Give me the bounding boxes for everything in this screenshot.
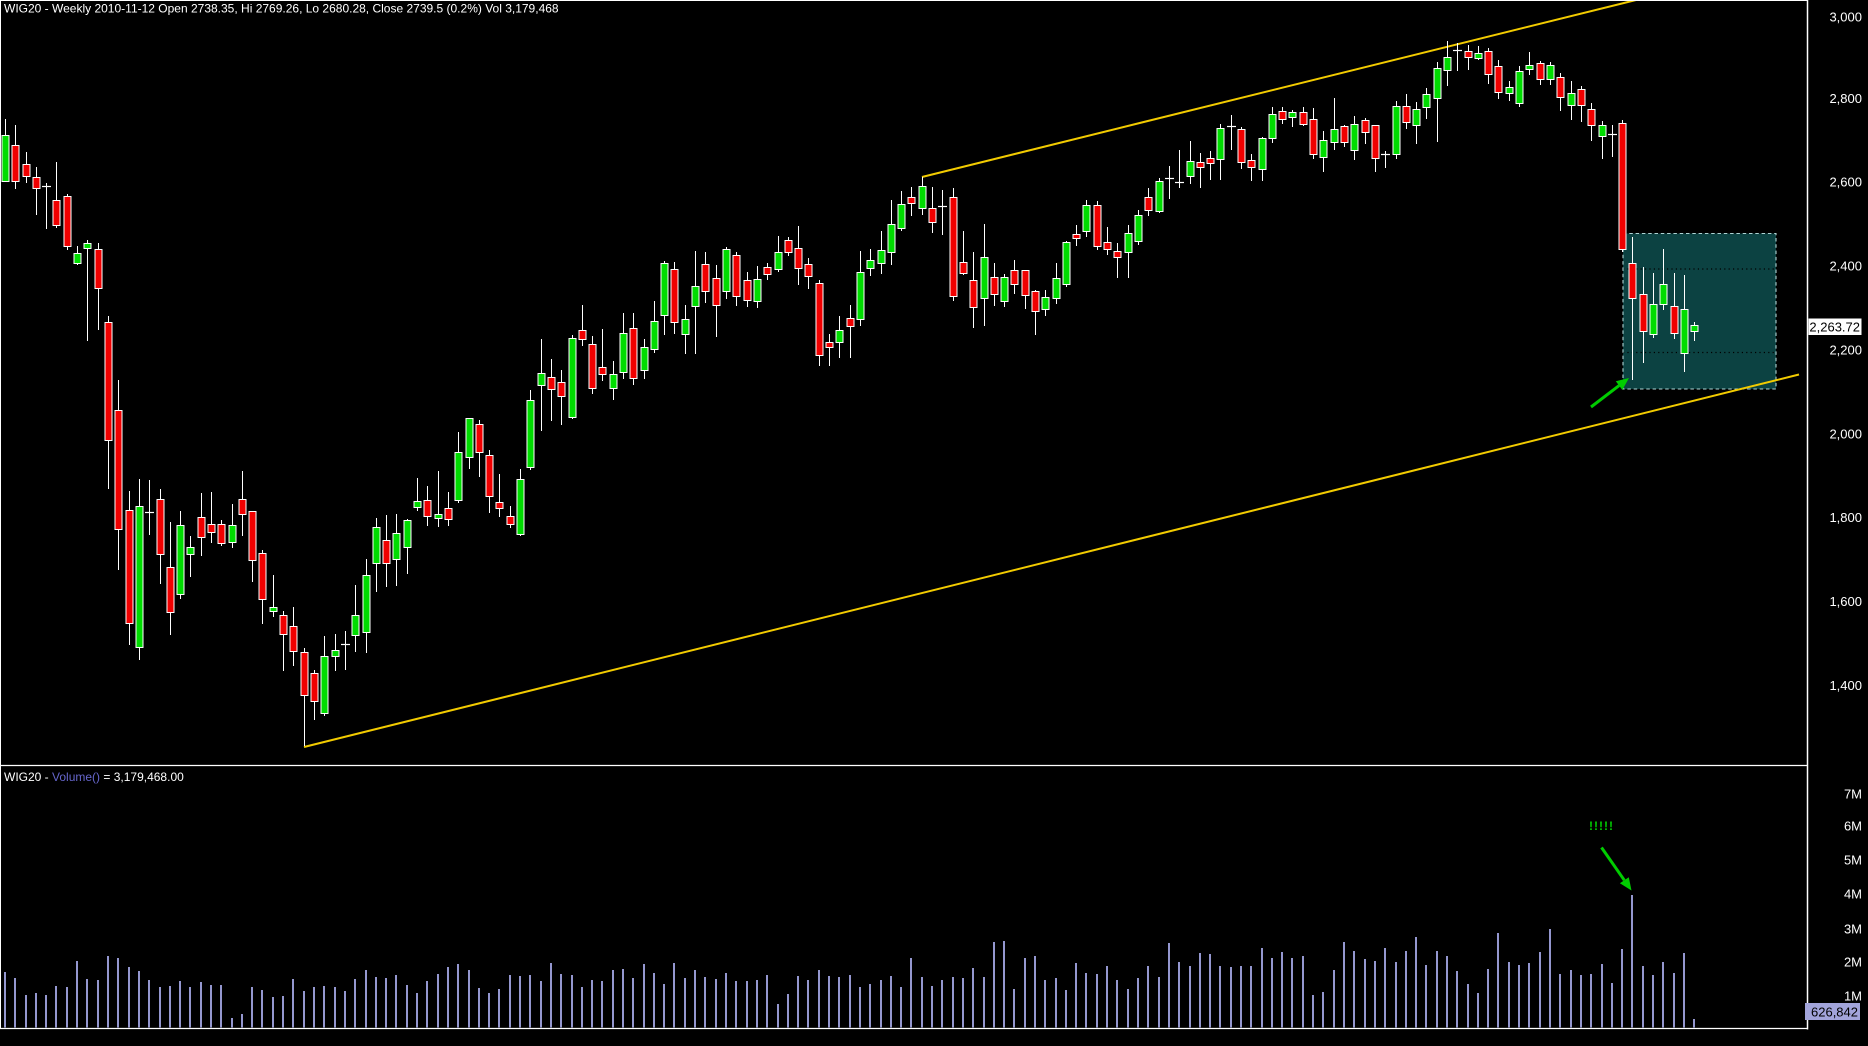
svg-text:3M: 3M xyxy=(1844,922,1862,937)
svg-text:2,263.72: 2,263.72 xyxy=(1809,320,1860,335)
svg-text:2,400: 2,400 xyxy=(1829,259,1862,274)
svg-text:2,800: 2,800 xyxy=(1829,91,1862,106)
svg-text:1,800: 1,800 xyxy=(1829,510,1862,525)
svg-text:626,842: 626,842 xyxy=(1811,1005,1858,1020)
svg-text:!!!!!: !!!!! xyxy=(1589,819,1614,833)
svg-text:2M: 2M xyxy=(1844,955,1862,970)
svg-text:6M: 6M xyxy=(1844,819,1862,834)
svg-text:2,000: 2,000 xyxy=(1829,426,1862,441)
svg-text:WIG20 - Weekly 2010-11-12 Open: WIG20 - Weekly 2010-11-12 Open 2738.35, … xyxy=(4,2,559,16)
svg-text:5M: 5M xyxy=(1844,853,1862,868)
svg-text:4M: 4M xyxy=(1844,887,1862,902)
svg-text:1M: 1M xyxy=(1844,989,1862,1004)
svg-text:3,000: 3,000 xyxy=(1829,10,1862,25)
svg-text:WIG20 - Volume() = 3,179,468.0: WIG20 - Volume() = 3,179,468.00 xyxy=(4,770,184,784)
svg-text:2,200: 2,200 xyxy=(1829,342,1862,357)
svg-text:1,400: 1,400 xyxy=(1829,678,1862,693)
svg-text:1,600: 1,600 xyxy=(1829,594,1862,609)
svg-text:7M: 7M xyxy=(1844,787,1862,802)
svg-text:2,600: 2,600 xyxy=(1829,175,1862,190)
